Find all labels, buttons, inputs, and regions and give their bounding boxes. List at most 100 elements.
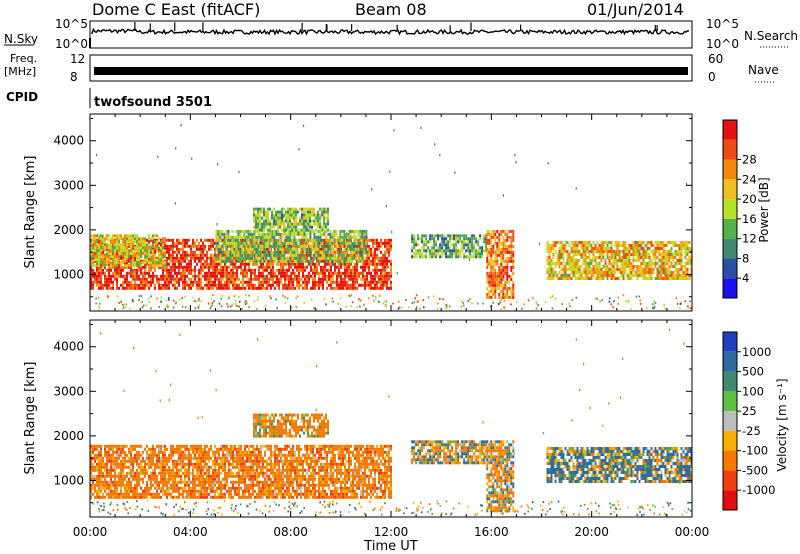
heatmap-cell bbox=[604, 247, 607, 250]
heatmap-cell bbox=[262, 250, 264, 254]
heatmap-cell bbox=[160, 277, 162, 281]
heatmap-cell bbox=[276, 280, 278, 284]
heatmap-cell bbox=[118, 301, 121, 304]
heatmap-cell bbox=[225, 238, 228, 242]
heatmap-cell bbox=[468, 258, 470, 261]
heatmap-cell bbox=[349, 232, 352, 236]
heatmap-cell bbox=[612, 306, 614, 309]
heatmap-cell bbox=[254, 277, 256, 281]
heatmap-cell bbox=[413, 255, 416, 259]
heatmap-cell bbox=[445, 304, 448, 306]
heatmap-cell bbox=[376, 268, 378, 272]
heatmap-cell bbox=[250, 271, 252, 275]
heatmap-cell bbox=[136, 243, 138, 247]
heatmap-cell bbox=[328, 238, 330, 242]
heatmap-cell bbox=[299, 222, 301, 226]
heatmap-cell bbox=[275, 219, 277, 223]
heatmap-cell bbox=[326, 280, 328, 284]
heatmap-cell bbox=[198, 274, 200, 278]
heatmap-cell bbox=[142, 237, 144, 241]
heatmap-cell bbox=[554, 241, 557, 244]
heatmap-cell bbox=[494, 289, 497, 293]
heatmap-cell bbox=[686, 247, 689, 250]
heatmap-cell bbox=[100, 474, 102, 478]
heatmap-cell bbox=[451, 255, 454, 259]
heatmap-cell bbox=[202, 250, 204, 254]
heatmap-cell bbox=[150, 268, 152, 272]
heatmap-cell bbox=[226, 283, 228, 287]
heatmap-cell bbox=[602, 256, 605, 259]
heatmap-cell bbox=[292, 244, 294, 248]
heatmap-cell bbox=[246, 283, 248, 287]
heatmap-cell bbox=[374, 277, 376, 281]
heatmap-cell bbox=[269, 219, 271, 223]
heatmap-cell bbox=[646, 247, 649, 250]
heatmap-cell bbox=[327, 216, 329, 220]
heatmap-cell bbox=[265, 253, 268, 257]
heatmap-cell bbox=[343, 232, 346, 236]
heatmap-cell bbox=[174, 241, 176, 245]
heatmap-cell bbox=[104, 253, 106, 257]
heatmap-cell bbox=[100, 258, 102, 262]
heatmap-cell bbox=[660, 253, 663, 256]
heatmap-cell bbox=[317, 235, 320, 239]
heatmap-cell bbox=[251, 238, 254, 242]
heatmap-cell bbox=[423, 249, 426, 253]
heatmap-cell bbox=[198, 268, 200, 272]
heatmap-cell bbox=[313, 219, 315, 223]
heatmap-cell bbox=[96, 465, 98, 469]
heatmap-cell bbox=[248, 286, 250, 290]
heatmap-cell bbox=[291, 232, 294, 236]
heatmap-cell bbox=[226, 286, 228, 290]
heatmap-cell bbox=[359, 256, 362, 260]
heatmap-cell bbox=[360, 265, 362, 269]
heatmap-cell bbox=[337, 302, 340, 305]
heatmap-cell bbox=[152, 258, 154, 262]
heatmap-cell bbox=[433, 255, 436, 259]
heatmap-cell bbox=[494, 235, 497, 239]
heatmap-cell bbox=[429, 234, 432, 238]
heatmap-cell bbox=[283, 222, 285, 226]
heatmap-cell bbox=[90, 274, 92, 278]
heatmap-cell bbox=[475, 240, 478, 244]
heatmap-cell bbox=[359, 259, 362, 263]
heatmap-cell bbox=[498, 235, 501, 239]
heatmap-cell bbox=[92, 450, 94, 454]
heatmap-cell bbox=[488, 277, 491, 281]
heatmap-cell bbox=[210, 274, 212, 278]
heatmap-cell bbox=[227, 305, 229, 308]
heatmap-cell bbox=[118, 249, 120, 253]
heatmap-cell bbox=[204, 262, 206, 266]
heatmap-cell bbox=[606, 250, 609, 253]
heatmap-cell bbox=[351, 301, 354, 304]
heatmap-cell bbox=[390, 274, 392, 278]
heatmap-cell bbox=[108, 271, 110, 275]
heatmap-cell bbox=[490, 259, 493, 263]
heatmap-cell bbox=[457, 255, 460, 259]
heatmap-cell bbox=[252, 271, 254, 275]
heatmap-cell bbox=[680, 256, 683, 259]
heatmap-cell bbox=[166, 277, 168, 281]
heatmap-cell bbox=[471, 249, 474, 253]
heatmap-cell bbox=[584, 256, 587, 259]
heatmap-cell bbox=[285, 228, 287, 232]
heatmap-cell bbox=[156, 264, 158, 268]
heatmap-cell bbox=[393, 129, 395, 132]
heatmap-cell bbox=[390, 244, 392, 248]
heatmap-cell bbox=[116, 274, 118, 278]
heatmap-cell bbox=[108, 249, 110, 253]
heatmap-cell bbox=[299, 216, 301, 220]
heatmap-cell bbox=[686, 244, 689, 247]
heatmap-cell bbox=[437, 249, 440, 253]
heatmap-cell bbox=[305, 207, 307, 211]
heatmap-cell bbox=[188, 286, 190, 290]
heatmap-cell bbox=[360, 244, 362, 248]
heatmap-cell bbox=[196, 253, 198, 257]
heatmap-cell bbox=[586, 247, 589, 250]
heatmap-cell bbox=[374, 256, 376, 260]
heatmap-cell bbox=[690, 307, 692, 310]
heatmap-cell bbox=[144, 274, 146, 278]
heatmap-cell bbox=[304, 283, 306, 287]
heatmap-cell bbox=[166, 250, 168, 254]
heatmap-cell bbox=[100, 246, 102, 250]
